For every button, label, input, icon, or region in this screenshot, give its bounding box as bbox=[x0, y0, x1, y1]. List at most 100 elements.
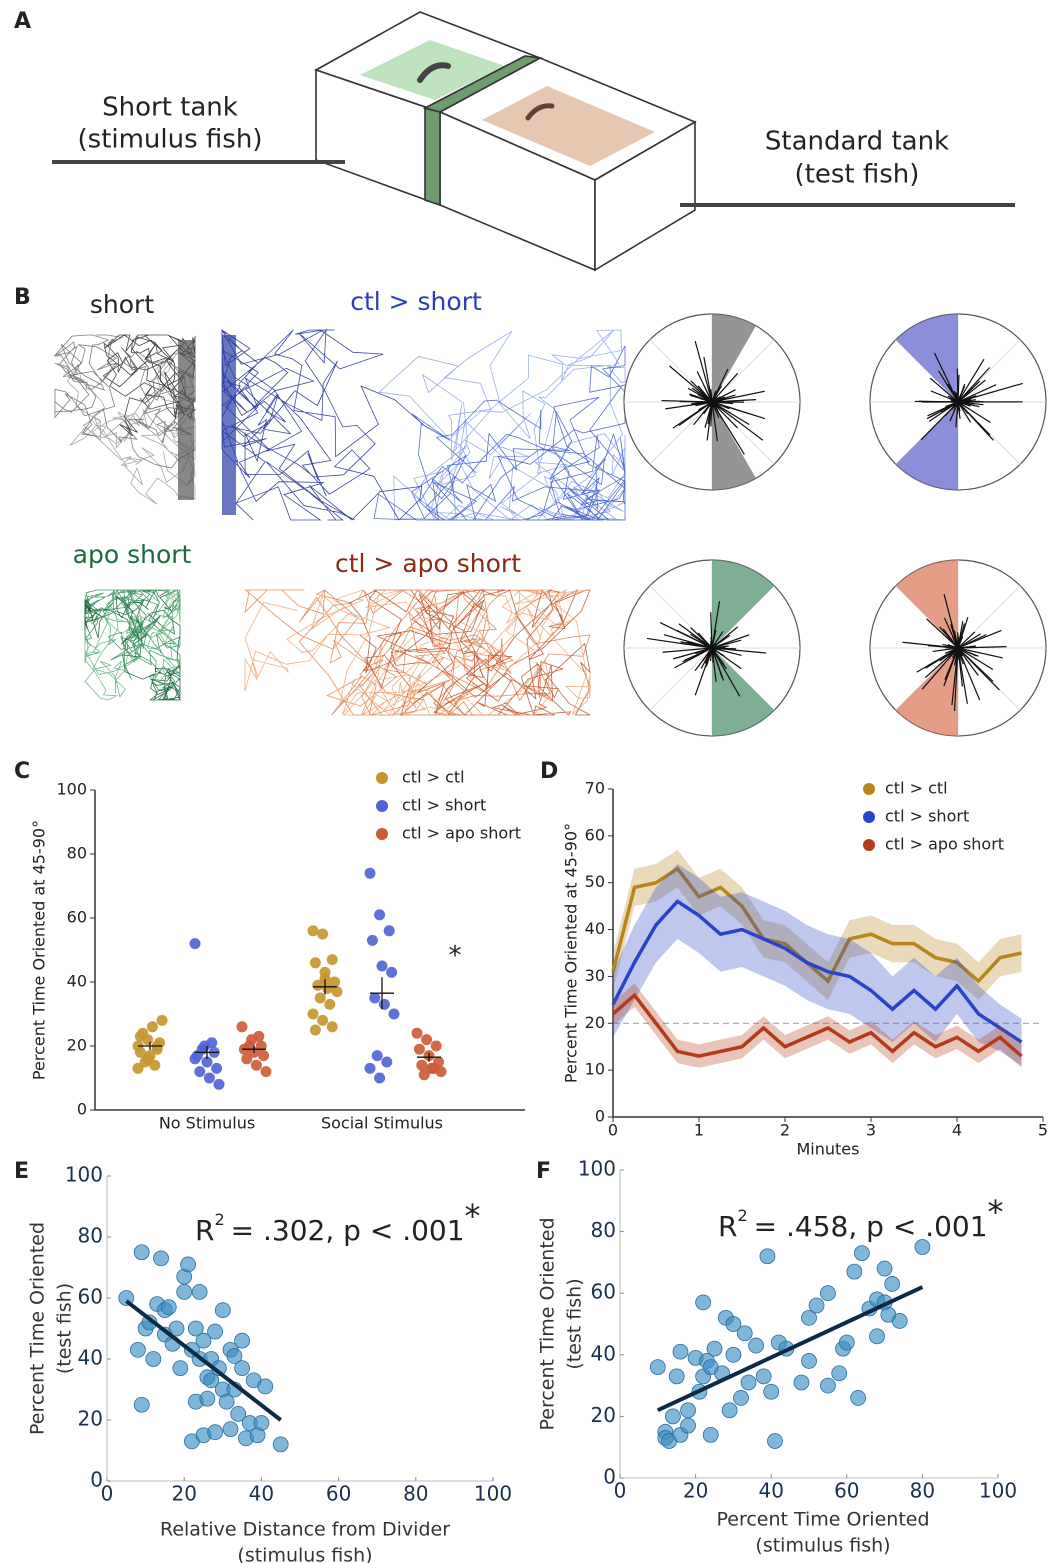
point bbox=[378, 998, 390, 1010]
tank-label: (stimulus fish) bbox=[78, 125, 263, 155]
point bbox=[307, 925, 319, 937]
x-tick-label: 40 bbox=[758, 1479, 783, 1503]
point bbox=[374, 909, 386, 921]
polar-spike bbox=[672, 647, 713, 660]
point bbox=[132, 1062, 144, 1074]
trace bbox=[53, 334, 196, 469]
panel-label: B bbox=[14, 285, 31, 310]
point bbox=[820, 1377, 836, 1394]
point bbox=[665, 1408, 681, 1425]
x-tick-label: 1 bbox=[694, 1121, 704, 1140]
point bbox=[180, 1256, 196, 1273]
y-tick-label: 10 bbox=[585, 1060, 605, 1079]
point bbox=[672, 1343, 689, 1360]
point bbox=[411, 1027, 423, 1039]
point bbox=[241, 1053, 253, 1065]
y-axis-label: (test fish) bbox=[564, 1278, 586, 1369]
x-tick-label: 0 bbox=[101, 1482, 114, 1506]
panel-label: F bbox=[536, 1159, 551, 1184]
point bbox=[374, 1072, 386, 1084]
polar-spike bbox=[921, 647, 959, 690]
polar-wedge bbox=[895, 402, 958, 491]
point bbox=[260, 1066, 272, 1078]
point bbox=[230, 1406, 247, 1422]
y-tick-label: 60 bbox=[67, 908, 87, 927]
point bbox=[876, 1260, 893, 1277]
point bbox=[160, 1299, 177, 1316]
polar-wedge bbox=[895, 314, 958, 402]
point bbox=[222, 1421, 239, 1438]
annotation-sup: 2 bbox=[737, 1206, 747, 1225]
y-tick-label: 0 bbox=[90, 1468, 103, 1492]
legend-dot bbox=[863, 783, 875, 795]
legend-label: ctl > short bbox=[402, 796, 486, 815]
legend-label: ctl > short bbox=[885, 807, 969, 826]
fit-line bbox=[656, 1285, 924, 1413]
point bbox=[319, 966, 331, 978]
point bbox=[133, 1396, 150, 1413]
polar-wedge bbox=[712, 560, 775, 648]
polar-spike bbox=[711, 389, 736, 403]
point bbox=[307, 1008, 319, 1020]
point bbox=[725, 1346, 742, 1363]
y-tick-label: 0 bbox=[595, 1107, 605, 1126]
annotation-text: = .458, p < .001 bbox=[754, 1210, 988, 1243]
point bbox=[134, 1030, 146, 1042]
point bbox=[191, 1284, 208, 1300]
x-tick-label: 60 bbox=[834, 1479, 859, 1503]
point bbox=[381, 1056, 393, 1068]
annotation: R2 = .458, p < .001* bbox=[718, 1193, 1004, 1243]
point bbox=[211, 1062, 223, 1074]
polar-spike bbox=[674, 647, 713, 669]
polar-spike bbox=[711, 647, 714, 663]
x-axis-label: Minutes bbox=[797, 1140, 860, 1159]
point bbox=[430, 1040, 442, 1052]
polar-spike bbox=[711, 385, 723, 403]
point bbox=[831, 1365, 848, 1382]
line bbox=[611, 866, 1022, 984]
trace bbox=[221, 328, 424, 521]
polar-spike bbox=[957, 401, 960, 411]
point bbox=[153, 1250, 169, 1267]
panel-label: E bbox=[14, 1159, 29, 1184]
polar-spike bbox=[711, 647, 726, 650]
point bbox=[386, 966, 398, 978]
y-tick-label: 60 bbox=[78, 1285, 103, 1309]
annotation: R2 = .302, p < .001* bbox=[195, 1197, 481, 1247]
point bbox=[156, 1014, 168, 1026]
polar-spike bbox=[646, 637, 713, 649]
point bbox=[250, 1059, 262, 1071]
point bbox=[129, 1341, 146, 1358]
y-tick-label: 20 bbox=[585, 1013, 605, 1032]
point bbox=[850, 1390, 867, 1406]
polar-spike bbox=[951, 647, 959, 655]
point bbox=[199, 1390, 216, 1407]
polar-spike bbox=[711, 372, 739, 403]
polar-spike bbox=[951, 647, 959, 706]
polar-grid bbox=[649, 647, 713, 711]
x-tick-label: 60 bbox=[326, 1482, 351, 1506]
point bbox=[891, 1313, 908, 1329]
annotation-r: R bbox=[195, 1214, 214, 1247]
y-tick-label: 60 bbox=[591, 1280, 616, 1304]
y-tick-label: 0 bbox=[77, 1100, 87, 1119]
y-tick-label: 40 bbox=[78, 1346, 103, 1370]
polar-spike bbox=[950, 399, 959, 403]
point bbox=[736, 1325, 753, 1342]
polar-spike bbox=[669, 365, 713, 403]
tank-label: (test fish) bbox=[795, 160, 920, 190]
y-tick-label: 0 bbox=[603, 1465, 616, 1489]
tank-drawing bbox=[314, 11, 697, 272]
y-tick-label: 50 bbox=[585, 872, 605, 891]
polar-spike bbox=[711, 630, 724, 649]
point bbox=[428, 1062, 440, 1074]
trace bbox=[66, 337, 196, 505]
y-tick-label: 100 bbox=[65, 1163, 103, 1187]
point bbox=[253, 1030, 265, 1042]
point bbox=[203, 1072, 215, 1084]
x-tick-label: 40 bbox=[249, 1482, 274, 1506]
annotation-star: * bbox=[988, 1193, 1004, 1231]
point bbox=[680, 1402, 696, 1419]
point bbox=[195, 1332, 212, 1349]
point bbox=[702, 1426, 719, 1443]
